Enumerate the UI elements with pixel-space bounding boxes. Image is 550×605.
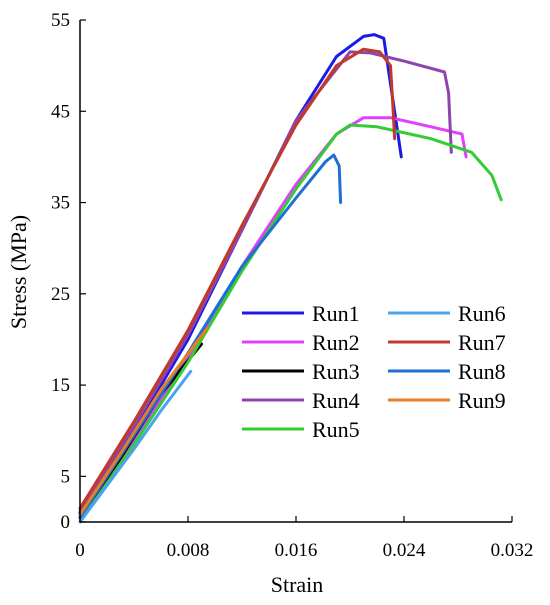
y-tick-label: 45 [51,101,70,122]
series-line-run6 [78,369,193,524]
legend-label-run3: Run3 [312,359,360,384]
series-line-run8 [78,153,343,519]
legend-label-run9: Run9 [458,388,506,413]
series-line-run9 [78,327,209,517]
legend-label-run4: Run4 [312,388,360,413]
legend-label-run2: Run2 [312,330,360,355]
series-line-run4 [78,50,453,513]
y-tick-label: 35 [51,193,70,214]
x-axis-label: Strain [271,572,324,597]
legend-label-run5: Run5 [312,417,360,442]
legend-label-run7: Run7 [458,330,506,355]
legend-label-run6: Run6 [458,301,506,326]
x-tick-label: 0.008 [167,540,210,561]
series-line-run7 [78,47,397,510]
x-ticks: 0 0.008 0.016 0.024 0.032 [75,516,533,561]
x-tick-label: 0 [75,540,85,561]
axes [79,20,512,523]
y-axis-label: Stress (MPa) [6,215,31,329]
y-ticks: 0 5 15 25 35 45 55 [51,10,86,533]
legend-label-run1: Run1 [312,301,360,326]
x-tick-label: 0.032 [491,540,534,561]
legend-label-run8: Run8 [458,359,506,384]
y-tick-label: 5 [61,466,71,487]
y-tick-label: 25 [51,284,70,305]
plot-lines [78,33,503,524]
legend: Run1 Run2 Run3 Run4 Run5 Run6 Run7 Run8 Run9 [242,301,506,442]
x-tick-label: 0.016 [275,540,318,561]
y-tick-label: 55 [51,10,70,31]
y-tick-label: 0 [61,512,71,533]
x-tick-label: 0.024 [383,540,426,561]
y-tick-label: 15 [51,375,70,396]
series-line-run5 [78,123,503,524]
series-line-run2 [78,116,468,519]
